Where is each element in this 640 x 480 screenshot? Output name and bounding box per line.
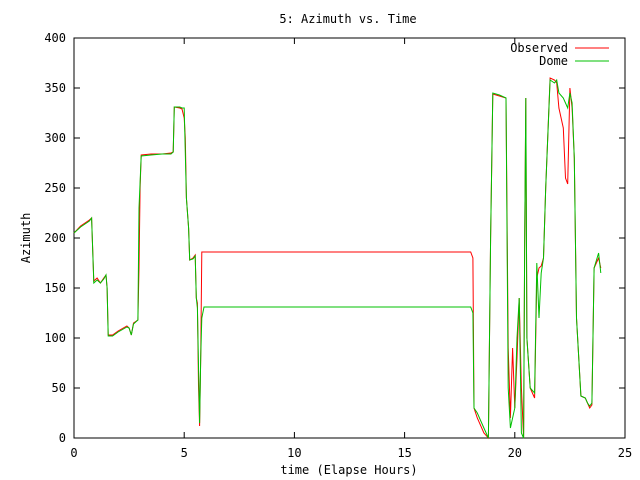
chart-title: 5: Azimuth vs. Time bbox=[279, 12, 416, 26]
x-tick-label: 10 bbox=[287, 446, 301, 460]
series-line-observed bbox=[73, 77, 602, 440]
y-tick-label: 250 bbox=[44, 181, 66, 195]
x-tick-label: 15 bbox=[397, 446, 411, 460]
x-axis-label: time (Elapse Hours) bbox=[280, 463, 417, 477]
y-tick-label: 300 bbox=[44, 131, 66, 145]
x-tick-label: 25 bbox=[618, 446, 632, 460]
plot-frame bbox=[73, 37, 626, 439]
series-layer bbox=[73, 77, 602, 440]
series-line-dome bbox=[73, 78, 602, 439]
x-tick-label: 5 bbox=[181, 446, 188, 460]
y-tick-label: 350 bbox=[44, 81, 66, 95]
y-axis-label: Azimuth bbox=[19, 213, 33, 264]
x-tick-label: 0 bbox=[70, 446, 77, 460]
x-tick-label: 20 bbox=[508, 446, 522, 460]
y-tick-label: 200 bbox=[44, 231, 66, 245]
legend-label-dome: Dome bbox=[539, 54, 568, 68]
y-tick-label: 100 bbox=[44, 331, 66, 345]
legend-label-observed: Observed bbox=[510, 41, 568, 55]
y-tick-label: 400 bbox=[44, 31, 66, 45]
y-tick-label: 150 bbox=[44, 281, 66, 295]
y-tick-label: 0 bbox=[59, 431, 66, 445]
y-tick-label: 50 bbox=[52, 381, 66, 395]
